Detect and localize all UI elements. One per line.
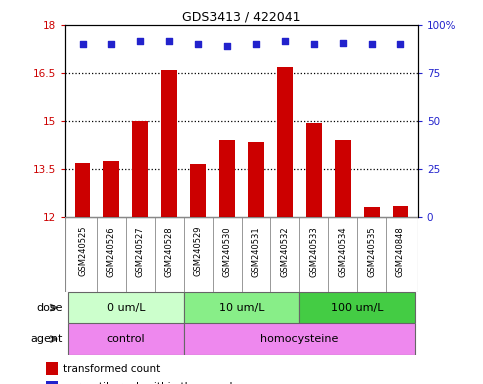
Text: GSM240527: GSM240527 (136, 226, 145, 276)
Point (108, 41, 115, 47)
Text: homocysteine: homocysteine (260, 334, 339, 344)
Bar (184, 323, 415, 355)
Bar (68, 323, 184, 355)
Point (79, 41, 86, 47)
Bar (74, 162, 90, 217)
Point (252, 41, 260, 47)
Bar (132, 121, 148, 217)
Point (281, 38, 289, 44)
Bar (335, 140, 351, 217)
Bar (46, 362, 58, 375)
Text: agent: agent (30, 334, 63, 344)
Text: GSM240531: GSM240531 (252, 226, 260, 276)
Text: 0 um/L: 0 um/L (107, 303, 145, 313)
Text: GSM240535: GSM240535 (367, 226, 376, 276)
Text: GSM240526: GSM240526 (107, 226, 116, 276)
Point (368, 41, 375, 47)
Text: dose: dose (36, 303, 63, 313)
Text: GSM240530: GSM240530 (223, 226, 231, 276)
Bar (248, 142, 264, 217)
Bar (277, 66, 293, 217)
Text: percentile rank within the sample: percentile rank within the sample (63, 382, 239, 384)
Bar (306, 122, 322, 217)
Bar (103, 161, 119, 217)
Text: 10 um/L: 10 um/L (219, 303, 264, 313)
Bar (68, 292, 184, 323)
Point (397, 41, 404, 47)
Text: GSM240848: GSM240848 (396, 226, 405, 277)
Point (339, 40, 346, 46)
Bar (393, 206, 409, 217)
Text: GSM240529: GSM240529 (194, 226, 203, 276)
Text: GSM240534: GSM240534 (338, 226, 347, 276)
Bar (299, 292, 415, 323)
Point (137, 38, 144, 44)
Text: GSM240525: GSM240525 (78, 226, 87, 276)
Text: GSM240528: GSM240528 (165, 226, 174, 276)
Text: control: control (107, 334, 145, 344)
Point (165, 38, 173, 44)
Title: GDS3413 / 422041: GDS3413 / 422041 (182, 11, 301, 24)
Text: GSM240532: GSM240532 (280, 226, 289, 276)
Text: 100 um/L: 100 um/L (331, 303, 384, 313)
Bar (364, 207, 380, 217)
Point (310, 41, 318, 47)
Bar (190, 164, 206, 217)
Text: transformed count: transformed count (63, 364, 160, 374)
Bar (184, 292, 299, 323)
Text: GSM240533: GSM240533 (309, 226, 318, 277)
Bar (161, 70, 177, 217)
Point (194, 41, 202, 47)
Bar (46, 381, 58, 384)
Point (223, 43, 231, 49)
Bar (219, 140, 235, 217)
